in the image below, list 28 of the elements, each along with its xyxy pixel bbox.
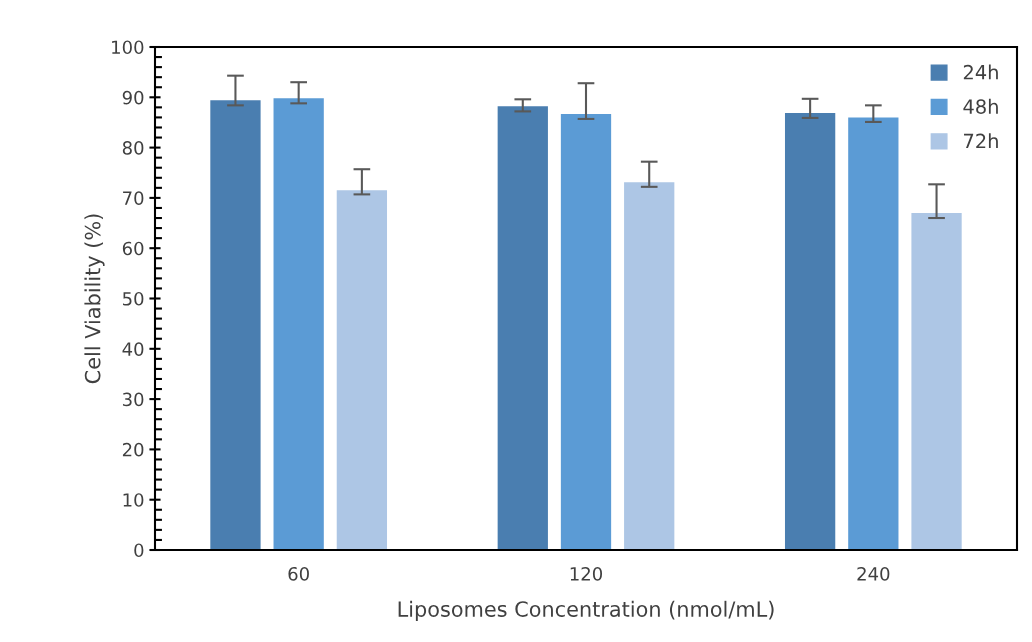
y-tick-label: 10 bbox=[123, 493, 144, 507]
bar bbox=[848, 117, 899, 550]
y-tick-label: 90 bbox=[122, 90, 144, 105]
y-tick-label: 100 bbox=[112, 40, 144, 55]
y-tick-label: 20 bbox=[122, 442, 144, 457]
y-tick-label: 50 bbox=[123, 291, 144, 306]
legend-label: 48h bbox=[963, 98, 998, 114]
bar bbox=[911, 212, 962, 550]
bar bbox=[336, 190, 388, 550]
y-tick-label: 70 bbox=[123, 191, 144, 206]
bar bbox=[497, 106, 548, 550]
bar bbox=[560, 113, 612, 550]
legend-label: 24h bbox=[963, 64, 998, 80]
y-tick-label: 60 bbox=[122, 241, 144, 256]
y-tick-label: 0 bbox=[134, 543, 144, 558]
bar bbox=[784, 112, 836, 550]
y-tick-label: 30 bbox=[122, 392, 144, 407]
x-tick-label: 120 bbox=[570, 566, 603, 581]
x-tick-label: 240 bbox=[857, 566, 890, 581]
bar bbox=[273, 98, 324, 550]
bar bbox=[210, 100, 261, 550]
y-tick-label: 80 bbox=[122, 141, 144, 155]
bar bbox=[624, 182, 675, 550]
x-axis-title: Liposomes Concentration (nmol/mL) bbox=[398, 600, 774, 621]
legend-label: 72h bbox=[964, 133, 998, 149]
y-axis-title: Cell Viability (%) bbox=[84, 214, 105, 384]
x-tick-label: 60 bbox=[288, 566, 309, 581]
y-tick-label: 40 bbox=[122, 342, 144, 356]
